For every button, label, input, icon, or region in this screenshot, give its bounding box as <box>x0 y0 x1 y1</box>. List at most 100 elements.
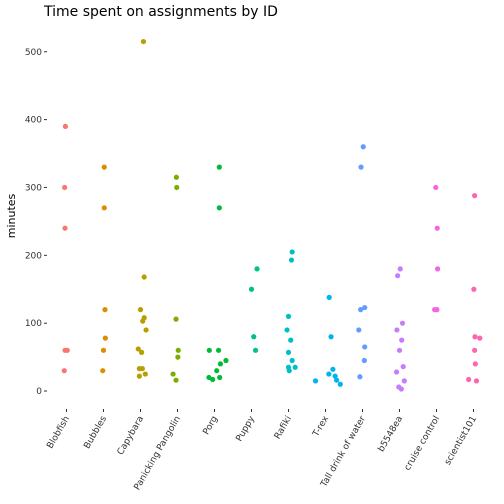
data-point <box>139 366 145 372</box>
data-point <box>62 123 68 129</box>
data-point <box>288 257 295 263</box>
data-point <box>395 273 401 279</box>
x-tick-label: Capybara <box>116 415 146 457</box>
y-tick-label: 400 <box>25 116 42 126</box>
data-point <box>326 371 332 377</box>
y-tick-label: 100 <box>25 319 42 329</box>
data-point <box>139 349 145 355</box>
data-point <box>62 225 68 231</box>
data-point <box>471 286 477 292</box>
data-point <box>360 144 366 150</box>
data-point <box>142 371 148 377</box>
data-point <box>358 164 364 170</box>
data-point <box>214 368 220 374</box>
data-point <box>472 193 478 199</box>
data-point <box>173 316 179 322</box>
data-point <box>334 377 340 383</box>
data-point <box>252 347 259 353</box>
data-point <box>143 327 149 333</box>
x-tick-label: Bubbles <box>82 414 109 450</box>
data-point <box>473 378 480 384</box>
data-point <box>472 334 478 340</box>
x-tick-label: scientist101 <box>443 415 479 467</box>
x-tick-label: T-rex <box>311 414 332 440</box>
data-point <box>286 368 292 374</box>
data-point <box>223 357 229 364</box>
data-point <box>206 347 212 353</box>
data-point <box>400 364 406 370</box>
data-point <box>102 307 108 313</box>
data-point <box>434 225 440 231</box>
y-tick-label: 0 <box>36 387 42 397</box>
data-point <box>393 369 400 375</box>
data-point <box>288 337 294 343</box>
data-point <box>361 357 367 364</box>
data-point <box>401 378 407 384</box>
data-point <box>312 378 319 384</box>
data-point <box>174 184 180 191</box>
x-tick-label: b5548ea <box>377 415 405 454</box>
data-point <box>175 354 181 360</box>
data-point <box>254 266 260 272</box>
data-point <box>101 205 107 211</box>
data-point <box>135 346 141 352</box>
data-point <box>472 347 478 353</box>
data-point <box>356 327 362 333</box>
data-point <box>289 249 295 255</box>
data-point <box>140 318 146 324</box>
data-point <box>141 274 147 280</box>
data-points <box>61 38 483 392</box>
data-point <box>251 334 257 340</box>
x-tick-label: cruise control <box>403 415 442 473</box>
x-tick-label: Blobfish <box>45 415 72 451</box>
data-point <box>396 347 403 353</box>
data-point <box>140 38 147 45</box>
data-point <box>216 205 222 211</box>
data-point <box>284 327 290 333</box>
data-point <box>170 371 176 377</box>
data-point <box>434 307 440 313</box>
data-point <box>399 320 406 326</box>
data-point <box>215 347 222 353</box>
data-point <box>285 349 292 355</box>
data-point <box>358 307 364 313</box>
data-point <box>175 347 181 353</box>
data-point <box>472 361 478 367</box>
data-point <box>357 374 363 380</box>
data-point <box>210 376 216 383</box>
y-axis-label: minutes <box>5 193 18 238</box>
data-point <box>362 304 368 311</box>
data-point <box>101 164 107 170</box>
data-point <box>173 377 179 383</box>
data-point <box>100 368 106 374</box>
data-point <box>433 184 439 191</box>
data-point <box>217 374 223 381</box>
data-point <box>292 364 298 370</box>
data-point <box>137 307 144 313</box>
y-tick-label: 300 <box>25 183 42 193</box>
data-point <box>362 344 368 350</box>
data-point <box>136 373 142 379</box>
data-point <box>397 266 403 272</box>
data-point <box>332 373 338 379</box>
data-point <box>394 327 400 333</box>
chart-title: Time spent on assignments by ID <box>43 4 278 20</box>
y-tick-label: 500 <box>25 48 42 58</box>
data-point <box>398 386 404 392</box>
data-point <box>435 266 441 272</box>
x-tick-label: Rafiki <box>273 415 294 442</box>
data-point <box>248 286 255 292</box>
data-point <box>328 334 334 340</box>
data-point <box>477 335 483 341</box>
data-point <box>62 184 68 191</box>
data-point <box>61 368 67 374</box>
data-point <box>216 164 222 170</box>
data-point <box>64 347 70 353</box>
data-point <box>466 376 472 383</box>
data-point <box>102 335 108 341</box>
x-tick-label: Puppy <box>235 414 258 444</box>
x-tick-label: Porg <box>202 415 221 437</box>
data-point <box>285 313 292 319</box>
